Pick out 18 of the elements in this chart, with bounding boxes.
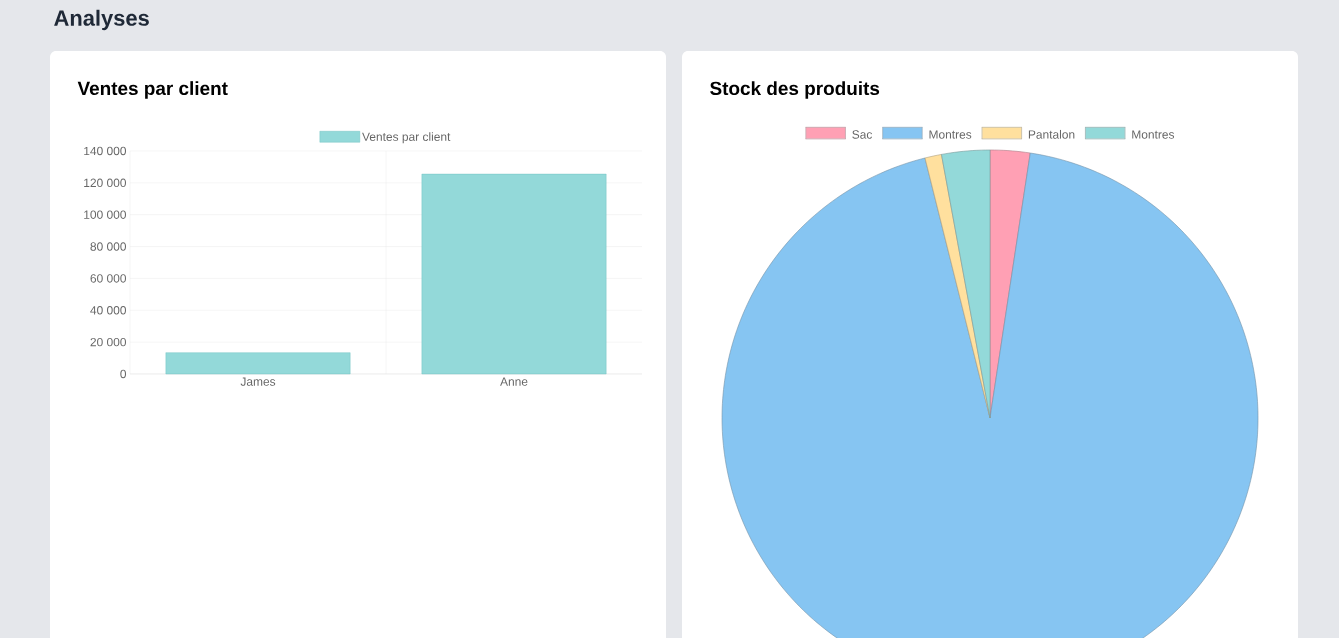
y-tick-label: 40 000 — [90, 306, 127, 315]
y-tick-label: 60 000 — [90, 274, 127, 283]
y-tick-label: 100 000 — [84, 210, 127, 219]
x-tick-label: James — [240, 377, 276, 386]
y-tick-label: 0 — [120, 369, 127, 379]
legend-label: Sac — [852, 130, 873, 139]
x-tick-label: Anne — [500, 377, 528, 386]
y-tick-label: 140 000 — [84, 146, 127, 156]
y-tick-label: 80 000 — [90, 242, 127, 251]
y-tick-label: 120 000 — [84, 178, 127, 188]
legend-label: Pantalon — [1028, 129, 1075, 139]
chart-title: Stock des produits — [710, 81, 880, 99]
y-tick-label: 20 000 — [90, 337, 127, 347]
legend-label: Montres — [929, 130, 972, 139]
chart-title: Ventes par client — [77, 81, 228, 99]
legend-label: Ventes par client — [362, 132, 451, 144]
text: Analyses — [54, 9, 149, 31]
legend-label: Montres — [1132, 130, 1175, 139]
